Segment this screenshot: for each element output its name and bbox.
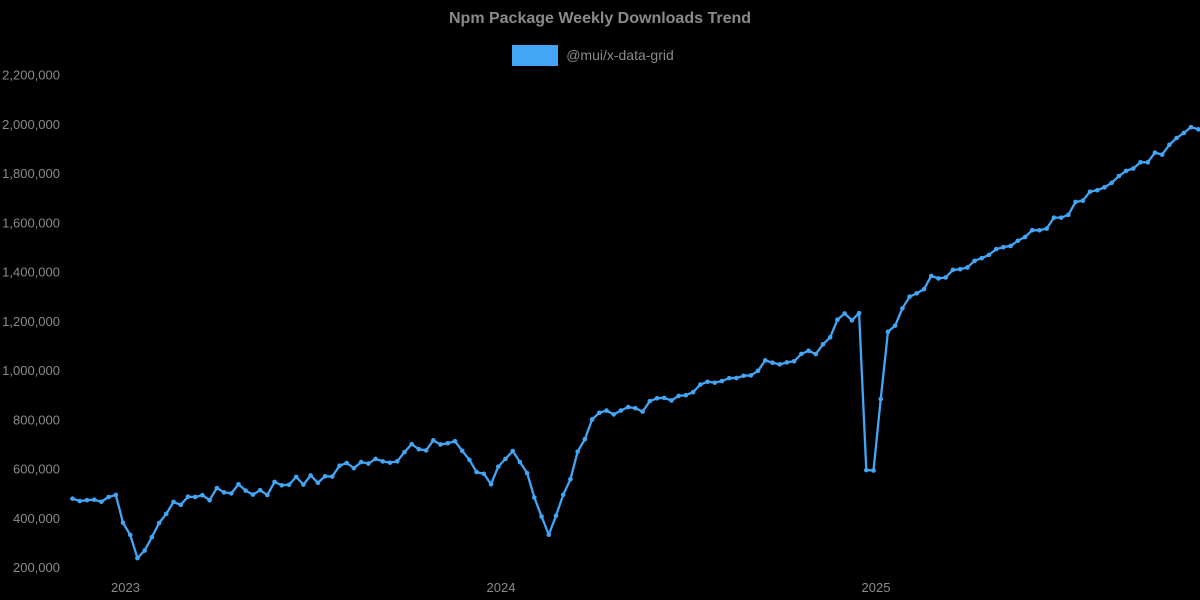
svg-text:1,800,000: 1,800,000 bbox=[2, 166, 60, 181]
svg-text:1,400,000: 1,400,000 bbox=[2, 265, 60, 280]
svg-text:1,000,000: 1,000,000 bbox=[2, 363, 60, 378]
svg-text:400,000: 400,000 bbox=[13, 511, 60, 526]
svg-text:2023: 2023 bbox=[111, 580, 140, 595]
svg-text:1,600,000: 1,600,000 bbox=[2, 215, 60, 230]
svg-text:2024: 2024 bbox=[487, 580, 516, 595]
svg-text:2,200,000: 2,200,000 bbox=[2, 68, 60, 83]
svg-text:800,000: 800,000 bbox=[13, 412, 60, 427]
svg-text:1,200,000: 1,200,000 bbox=[2, 314, 60, 329]
svg-text:600,000: 600,000 bbox=[13, 462, 60, 477]
svg-text:2,000,000: 2,000,000 bbox=[2, 117, 60, 132]
svg-text:2025: 2025 bbox=[862, 580, 891, 595]
svg-text:200,000: 200,000 bbox=[13, 560, 60, 575]
